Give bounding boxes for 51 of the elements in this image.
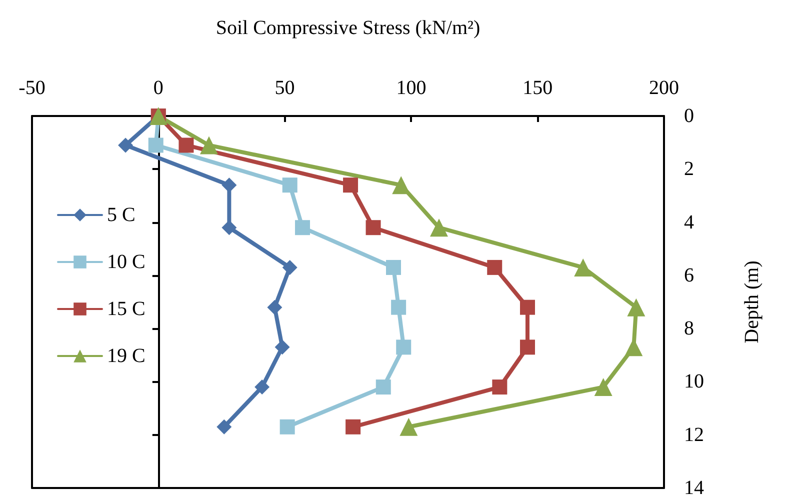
point bbox=[282, 260, 298, 275]
point bbox=[118, 138, 134, 153]
point bbox=[400, 418, 418, 436]
point bbox=[520, 300, 535, 315]
point bbox=[366, 220, 381, 236]
y-tick-label: 0 bbox=[684, 105, 694, 127]
point bbox=[294, 220, 310, 236]
point bbox=[396, 340, 412, 355]
point bbox=[386, 260, 402, 275]
point bbox=[343, 178, 358, 193]
point bbox=[280, 419, 295, 434]
point bbox=[178, 138, 194, 153]
x-tick-label: 100 bbox=[396, 77, 426, 99]
y-tick-label: 8 bbox=[684, 318, 694, 340]
point bbox=[200, 136, 218, 154]
legend-label: 15 C bbox=[107, 298, 146, 320]
point bbox=[222, 178, 237, 193]
point bbox=[376, 380, 391, 395]
point bbox=[430, 218, 448, 237]
x-tick-label: 50 bbox=[274, 77, 295, 99]
y-tick-label: 2 bbox=[684, 158, 694, 180]
point bbox=[520, 340, 535, 355]
point bbox=[274, 340, 290, 355]
y-tick-label: 14 bbox=[684, 477, 704, 499]
point bbox=[574, 258, 592, 276]
point bbox=[148, 138, 164, 153]
point bbox=[492, 380, 508, 395]
point bbox=[254, 380, 270, 395]
point bbox=[594, 378, 612, 396]
x-axis-title: Soil Compressive Stress (kN/m²) bbox=[216, 17, 480, 39]
x-tick-label: 0 bbox=[153, 77, 164, 99]
point bbox=[216, 419, 232, 434]
point bbox=[392, 176, 410, 194]
y-tick-label: 10 bbox=[684, 370, 704, 393]
point bbox=[267, 300, 282, 315]
point bbox=[627, 298, 646, 316]
legend-label: 5 C bbox=[107, 204, 136, 226]
legend-label: 19 C bbox=[107, 345, 146, 367]
y-tick-label: 6 bbox=[684, 264, 694, 286]
point bbox=[282, 178, 298, 193]
legend-label: 10 C bbox=[107, 251, 146, 273]
x-tick-label: 150 bbox=[522, 77, 553, 99]
x-tick-label: -50 bbox=[18, 77, 46, 99]
y-tick-label: 4 bbox=[684, 211, 694, 234]
x-tick-label: 200 bbox=[649, 77, 679, 99]
point bbox=[346, 419, 361, 434]
y-axis-title: Depth (m) bbox=[741, 260, 763, 344]
point bbox=[222, 220, 237, 236]
point bbox=[487, 260, 502, 275]
y-tick-label: 12 bbox=[684, 424, 704, 446]
point bbox=[391, 300, 406, 315]
